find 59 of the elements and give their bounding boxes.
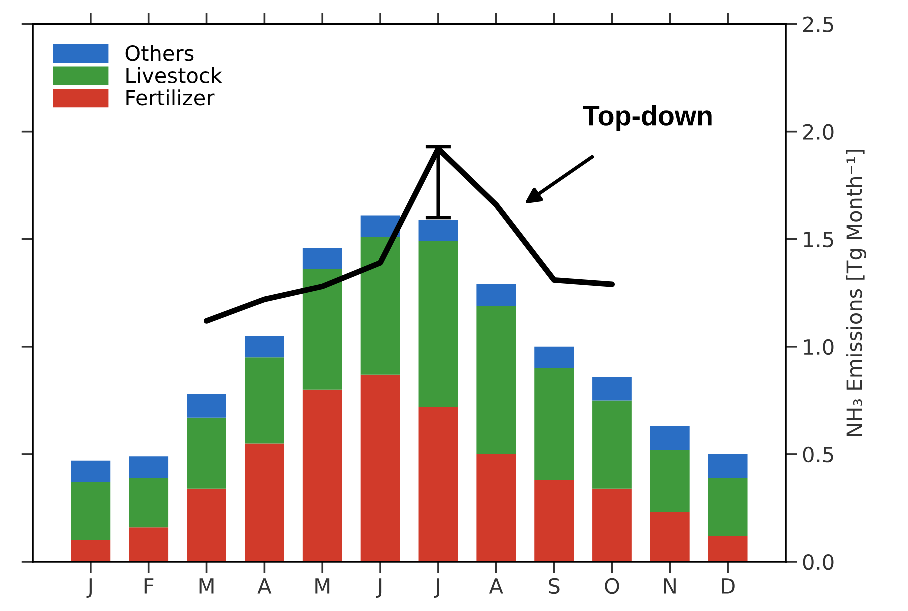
bar <box>302 248 342 270</box>
bar <box>418 220 458 242</box>
bar <box>534 368 574 480</box>
bar <box>245 336 284 358</box>
bar <box>129 528 169 562</box>
bar <box>129 456 169 478</box>
bar <box>708 478 748 536</box>
bar <box>71 460 111 482</box>
bar <box>418 242 458 408</box>
bar <box>476 284 516 306</box>
legend-label: Others <box>126 45 194 62</box>
legend-label: Livestock <box>126 67 222 84</box>
x-tick-label: D <box>722 578 735 594</box>
bar <box>187 488 226 562</box>
x-tick-label: F <box>144 578 154 594</box>
bar <box>534 480 574 562</box>
bar <box>476 454 516 562</box>
bar <box>360 216 400 238</box>
y-tick-label: 1.0 <box>804 339 834 356</box>
bar <box>71 482 111 540</box>
x-tick-label: J <box>86 578 92 598</box>
bar <box>187 418 226 489</box>
bar <box>592 400 632 489</box>
y-axis-title: NH₃ Emissions [Tg Month⁻¹] <box>846 150 866 436</box>
bar <box>245 358 284 444</box>
bar <box>129 478 169 528</box>
x-tick-label: A <box>489 578 504 594</box>
bar <box>708 454 748 478</box>
y-tick-label: 2.5 <box>804 16 834 33</box>
x-tick-label: M <box>200 578 214 594</box>
bar <box>360 374 400 562</box>
x-tick-label: A <box>258 578 272 594</box>
x-tick-label: J <box>434 578 440 598</box>
bar <box>360 237 400 375</box>
y-tick-label: 0.0 <box>803 554 834 570</box>
bar <box>418 407 458 562</box>
x-tick-label: J <box>376 578 382 598</box>
bar <box>592 377 632 401</box>
bar <box>187 394 226 418</box>
bar <box>302 269 342 390</box>
x-tick-label: S <box>549 578 560 594</box>
bar <box>534 346 574 368</box>
x-tick-label: M <box>316 578 330 594</box>
bar <box>708 536 748 562</box>
x-tick-label: N <box>664 578 676 594</box>
bar <box>245 444 284 562</box>
annotation: Top-down <box>583 105 712 132</box>
y-tick-label: 1.5 <box>804 232 834 248</box>
legend-label: Fertilizer <box>126 90 215 106</box>
x-tick-label: O <box>605 578 620 594</box>
bar <box>476 306 516 454</box>
bar <box>592 488 632 562</box>
bar <box>302 390 342 562</box>
bar <box>71 540 111 562</box>
y-tick-label: 2.0 <box>804 124 834 140</box>
bar <box>650 450 690 513</box>
y-tick-label: 0.5 <box>803 446 834 463</box>
bar <box>650 426 690 450</box>
bar <box>650 512 690 562</box>
